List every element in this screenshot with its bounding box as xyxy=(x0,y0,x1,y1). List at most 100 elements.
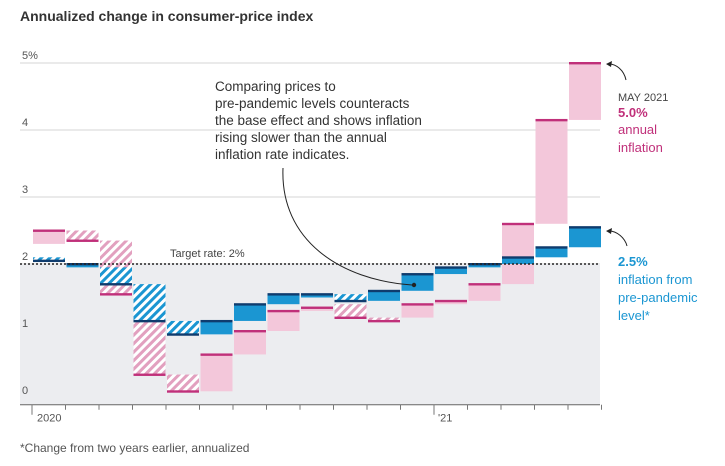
annual-bar xyxy=(502,223,534,285)
annual-bar-end xyxy=(368,319,400,323)
annual-bar-end xyxy=(167,390,199,393)
bars-layer xyxy=(33,62,601,393)
annual-bar xyxy=(33,230,65,244)
y-tick-label: 1 xyxy=(22,318,28,330)
label-pandemic-value: 2.5% xyxy=(618,254,648,269)
x-tick-label: '21 xyxy=(438,413,452,425)
y-tick-label: 2 xyxy=(22,251,28,263)
month-bars xyxy=(502,222,534,285)
pandemic-bar xyxy=(133,284,166,321)
month-bars xyxy=(100,240,132,296)
annual-bar xyxy=(301,307,333,311)
annual-bar-end xyxy=(435,299,467,303)
annotation: Comparing prices to pre-pandemic levels … xyxy=(215,79,422,288)
x-tick-label: 2020 xyxy=(37,413,61,425)
annotation-dot xyxy=(411,282,417,288)
annotation-line-2: pre-pandemic levels counteracts xyxy=(215,96,410,111)
pandemic-bar-end xyxy=(66,263,99,266)
month-bars xyxy=(267,293,300,331)
footnote: *Change from two years earlier, annualiz… xyxy=(20,441,250,455)
annual-bar-end xyxy=(33,229,65,232)
annual-bar-end xyxy=(569,62,601,65)
annual-bar-end xyxy=(200,353,233,356)
annotation-line-1: Comparing prices to xyxy=(215,79,336,94)
pandemic-bar-end xyxy=(301,293,333,296)
label-annual-value: 5.0% xyxy=(618,105,648,120)
annotation-line-5: inflation rate indicates. xyxy=(215,147,349,162)
month-bars xyxy=(401,273,434,318)
pandemic-bar xyxy=(267,294,300,305)
month-bars xyxy=(167,320,199,393)
y-axis: 0 1 2 3 4 5% xyxy=(22,50,38,397)
annotation-line-4: rising slower than the annual xyxy=(215,130,387,145)
label-pandemic-text-2: pre-pandemic xyxy=(618,290,698,305)
pandemic-bar xyxy=(569,227,601,248)
pandemic-bar-end xyxy=(33,259,65,263)
pandemic-bar xyxy=(200,320,233,335)
month-bars xyxy=(66,230,99,268)
pandemic-bar-end xyxy=(100,283,132,286)
annual-bar-end xyxy=(334,316,367,319)
annual-bar xyxy=(133,320,166,375)
annual-bar-end xyxy=(100,293,132,296)
pandemic-bar xyxy=(401,274,434,291)
label-pandemic-text-3: level* xyxy=(618,308,650,323)
pandemic-bar xyxy=(33,257,65,261)
month-bars xyxy=(33,229,65,263)
annual-bar-end xyxy=(267,309,300,313)
pandemic-bar xyxy=(334,294,367,301)
annual-bar-end xyxy=(401,303,434,306)
pandemic-bar-end xyxy=(267,293,300,296)
annotation-line-3: the base effect and shows inflation xyxy=(215,113,422,128)
label-pandemic-text-1: inflation from xyxy=(618,272,692,287)
annual-bar xyxy=(468,284,501,301)
month-bars xyxy=(133,284,166,376)
pandemic-bar xyxy=(535,247,568,258)
pandemic-bar xyxy=(435,267,467,275)
target-label: Target rate: 2% xyxy=(170,248,245,260)
pandemic-bar xyxy=(368,290,400,301)
annual-bar-end xyxy=(133,373,166,376)
pandemic-bar-end xyxy=(535,246,568,249)
month-bars xyxy=(435,266,467,305)
pandemic-bar-end xyxy=(435,266,467,269)
arrow-pandemic xyxy=(608,230,628,247)
pandemic-bar xyxy=(234,304,266,321)
y-tick-label: 4 xyxy=(22,117,28,129)
pandemic-bar xyxy=(301,294,333,298)
annual-bar xyxy=(535,119,568,224)
arrow-annual xyxy=(608,63,627,81)
annual-bar-end xyxy=(502,222,534,226)
month-bars xyxy=(200,319,233,392)
pandemic-bar-end xyxy=(133,319,166,323)
annual-bar xyxy=(267,310,300,331)
month-bars xyxy=(234,303,266,355)
x-axis: 2020 '21 xyxy=(20,404,602,425)
pandemic-bar xyxy=(502,257,534,264)
pandemic-bar xyxy=(468,264,501,268)
arrow-annual-head xyxy=(606,61,612,67)
annual-bar-end xyxy=(535,118,568,122)
annual-bar-end xyxy=(468,283,501,286)
month-bars xyxy=(569,62,601,248)
pandemic-bar-end xyxy=(167,333,199,336)
label-annual-text-2: inflation xyxy=(618,140,663,155)
annual-bar xyxy=(435,300,467,305)
pandemic-bar-end xyxy=(401,273,434,276)
annual-bar xyxy=(167,374,199,392)
arrow-pandemic-head xyxy=(606,228,612,234)
annual-bar xyxy=(200,354,233,392)
pandemic-bar-end xyxy=(200,319,233,323)
pandemic-bar-end xyxy=(569,226,601,229)
month-bars xyxy=(535,118,568,258)
annual-bar xyxy=(368,317,400,321)
pandemic-bar-end xyxy=(502,256,534,259)
pandemic-bar-end xyxy=(234,303,266,306)
month-bars xyxy=(368,289,400,323)
annual-bar-end xyxy=(66,239,99,242)
pandemic-bar xyxy=(167,320,199,335)
pandemic-bar xyxy=(100,267,132,285)
annual-bar xyxy=(569,63,601,120)
annual-bar xyxy=(334,304,367,318)
annual-bar-end xyxy=(301,306,333,309)
